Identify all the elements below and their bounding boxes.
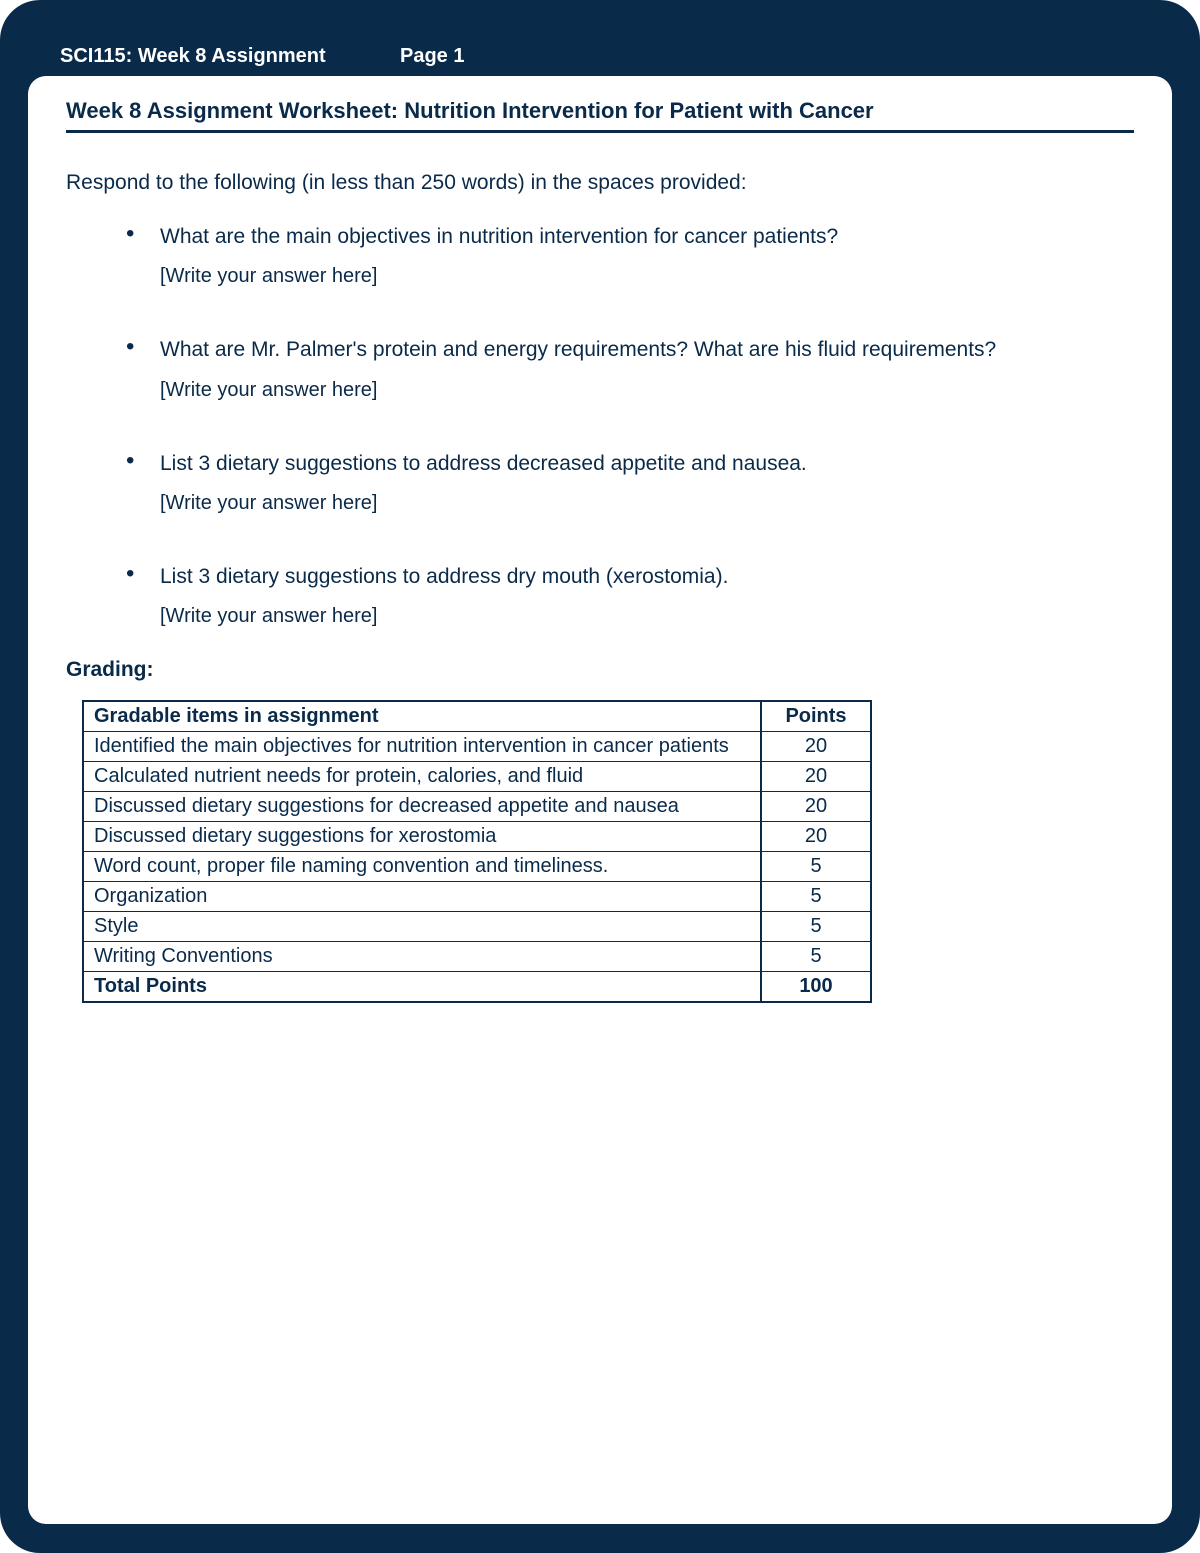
question-item: • What are the main objectives in nutrit…	[126, 223, 1134, 288]
page-number: Page 1	[400, 45, 464, 68]
grading-item: Style	[83, 912, 761, 942]
grading-item: Discussed dietary suggestions for decrea…	[83, 792, 761, 822]
question-item: • What are Mr. Palmer's protein and ener…	[126, 336, 1134, 401]
grading-points: 5	[761, 882, 871, 912]
bullet-icon: •	[126, 563, 160, 585]
question-text: List 3 dietary suggestions to address de…	[160, 450, 807, 478]
bullet-icon: •	[126, 450, 160, 472]
question-text: What are the main objectives in nutritio…	[160, 223, 838, 251]
grading-points: 20	[761, 822, 871, 852]
grading-points: 5	[761, 852, 871, 882]
table-row: Identified the main objectives for nutri…	[83, 732, 871, 762]
page-header: SCI115: Week 8 Assignment Page 1	[0, 0, 1200, 76]
answer-placeholder[interactable]: [Write your answer here]	[160, 265, 1134, 288]
grading-points: 5	[761, 942, 871, 972]
question-list: • What are the main objectives in nutrit…	[66, 223, 1134, 628]
bullet-icon: •	[126, 223, 160, 245]
grading-item: Identified the main objectives for nutri…	[83, 732, 761, 762]
column-header-item: Gradable items in assignment	[83, 701, 761, 732]
grading-points: 5	[761, 912, 871, 942]
total-label: Total Points	[83, 972, 761, 1003]
bullet-icon: •	[126, 336, 160, 358]
table-row: Discussed dietary suggestions for decrea…	[83, 792, 871, 822]
table-row: Style 5	[83, 912, 871, 942]
table-row: Word count, proper file naming conventio…	[83, 852, 871, 882]
table-row: Calculated nutrient needs for protein, c…	[83, 762, 871, 792]
grading-points: 20	[761, 732, 871, 762]
table-row: Writing Conventions 5	[83, 942, 871, 972]
answer-placeholder[interactable]: [Write your answer here]	[160, 379, 1134, 402]
instruction-text: Respond to the following (in less than 2…	[66, 171, 1134, 195]
table-row: Organization 5	[83, 882, 871, 912]
grading-points: 20	[761, 762, 871, 792]
grading-item: Discussed dietary suggestions for xerost…	[83, 822, 761, 852]
grading-heading-text: Grading:	[66, 658, 154, 681]
table-total-row: Total Points 100	[83, 972, 871, 1003]
question-text: What are Mr. Palmer's protein and energy…	[160, 336, 996, 364]
worksheet-page: Week 8 Assignment Worksheet: Nutrition I…	[28, 76, 1172, 1524]
table-row: Discussed dietary suggestions for xerost…	[83, 822, 871, 852]
grading-item: Word count, proper file naming conventio…	[83, 852, 761, 882]
question-item: • List 3 dietary suggestions to address …	[126, 563, 1134, 628]
table-header-row: Gradable items in assignment Points	[83, 701, 871, 732]
answer-placeholder[interactable]: [Write your answer here]	[160, 492, 1134, 515]
worksheet-title: Week 8 Assignment Worksheet: Nutrition I…	[66, 98, 1134, 133]
grading-points: 20	[761, 792, 871, 822]
grading-item: Organization	[83, 882, 761, 912]
document-frame: SCI115: Week 8 Assignment Page 1 Week 8 …	[0, 0, 1200, 1553]
grading-item: Writing Conventions	[83, 942, 761, 972]
total-points: 100	[761, 972, 871, 1003]
course-code: SCI115: Week 8 Assignment	[60, 45, 400, 68]
grading-item: Calculated nutrient needs for protein, c…	[83, 762, 761, 792]
question-text: List 3 dietary suggestions to address dr…	[160, 563, 728, 591]
answer-placeholder[interactable]: [Write your answer here]	[160, 605, 1134, 628]
grading-heading: Grading:	[66, 658, 1134, 682]
column-header-points: Points	[761, 701, 871, 732]
grading-table: Gradable items in assignment Points Iden…	[82, 700, 872, 1003]
question-item: • List 3 dietary suggestions to address …	[126, 450, 1134, 515]
